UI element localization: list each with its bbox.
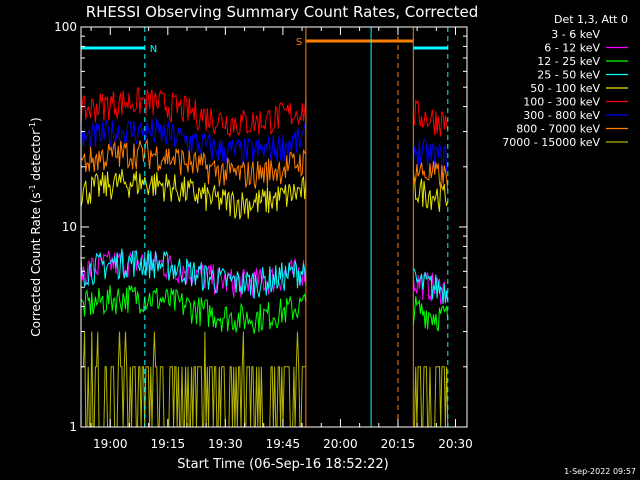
- chart-title: RHESSI Observing Summary Count Rates, Co…: [86, 3, 479, 21]
- x-tick-label: 20:30: [438, 437, 473, 451]
- footer-date: 1-Sep-2022 09:57: [564, 467, 636, 476]
- legend-label: 6 - 12 keV: [544, 42, 600, 55]
- series-line: [412, 267, 449, 305]
- x-tick-label: 19:15: [151, 437, 186, 451]
- series-line: [80, 250, 307, 298]
- series-line: [80, 138, 307, 189]
- series-50-100kev: [80, 169, 449, 220]
- x-axis: 19:00 19:15 19:30 19:45 20:00 20:15 20:30: [90, 27, 473, 451]
- y-axis: 1 10 100: [54, 20, 467, 434]
- series-line: [412, 175, 449, 212]
- series-6-12kev: [80, 250, 449, 305]
- series-line: [412, 99, 449, 137]
- y-axis-label: Corrected Count Rate (s-1 detector-1): [28, 117, 43, 336]
- vline-layer: [144, 27, 449, 427]
- series-line: [80, 117, 307, 168]
- legend-label: 300 - 800 keV: [523, 109, 600, 122]
- legend-label: 100 - 300 keV: [523, 96, 600, 109]
- series-line: [412, 296, 449, 332]
- series-line: [80, 285, 307, 334]
- series-line: [412, 161, 449, 192]
- legend-label: 800 - 7000 keV: [516, 123, 600, 136]
- series-line: [412, 331, 449, 428]
- series-line: [80, 169, 307, 220]
- series-line: [413, 366, 449, 428]
- y-tick-label: 10: [62, 220, 77, 234]
- series-100-300kev: [80, 87, 449, 137]
- x-tick-label: 20:15: [381, 437, 416, 451]
- series-layer: [80, 87, 449, 428]
- legend-label: 7000 - 15000 keV: [502, 136, 600, 149]
- series-12-25kev: [80, 285, 449, 334]
- series-800-7000kev: [80, 138, 449, 192]
- flag-label: S: [296, 37, 302, 48]
- flag-label: N: [150, 44, 157, 55]
- series-line: [80, 87, 307, 137]
- legend-label: 3 - 6 keV: [551, 28, 600, 41]
- flag-layer: NS: [81, 37, 448, 55]
- legend-label: 50 - 100 keV: [530, 82, 600, 95]
- series-line: [80, 248, 307, 299]
- x-tick-label: 19:00: [93, 437, 128, 451]
- y-tick-label: 100: [54, 20, 77, 34]
- y-tick-label: 1: [69, 420, 77, 434]
- legend-title: Det 1,3, Att 0: [554, 13, 628, 26]
- x-tick-label: 20:00: [323, 437, 358, 451]
- legend-label: 12 - 25 keV: [537, 55, 600, 68]
- series-line: [412, 271, 449, 305]
- x-tick-label: 19:30: [208, 437, 243, 451]
- series-25-50kev: [80, 248, 449, 305]
- legend-label: 25 - 50 keV: [537, 69, 600, 82]
- x-axis-label: Start Time (06-Sep-16 18:52:22): [177, 457, 388, 472]
- x-tick-label: 19:45: [266, 437, 301, 451]
